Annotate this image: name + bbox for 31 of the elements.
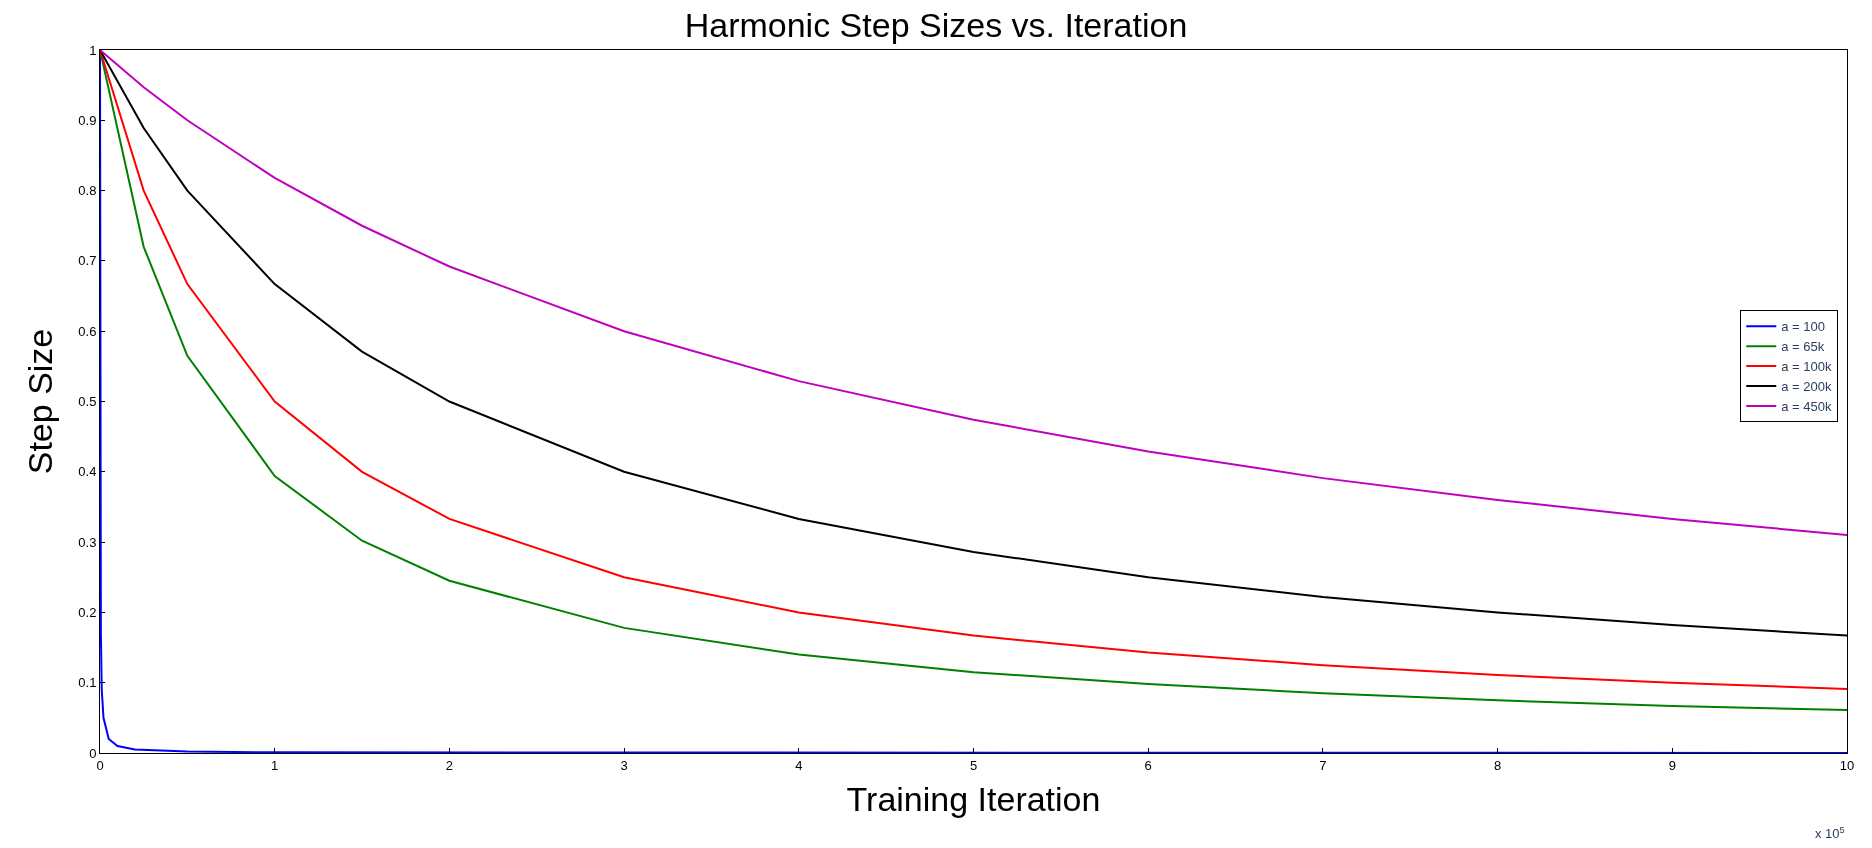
- y-tick-label: 0.9: [78, 112, 97, 128]
- x-tick-label: 9: [1668, 757, 1676, 773]
- x-tick-label: 7: [1319, 757, 1327, 773]
- y-axis-title: Step Size: [20, 328, 59, 475]
- y-tick-label: 0: [89, 745, 97, 761]
- x-tick-label: 1: [271, 757, 279, 773]
- x-tick-label: 6: [1144, 757, 1152, 773]
- line-series: [100, 50, 1847, 537]
- x-tick-label: 3: [620, 757, 628, 773]
- legend-label: a = 100k: [1781, 359, 1832, 375]
- x-tick-label: 4: [795, 757, 803, 773]
- x-tick-label: 2: [445, 757, 454, 773]
- x-tick-label: 10: [1839, 757, 1855, 773]
- y-tick-label: 0.1: [78, 675, 97, 691]
- legend-label: a = 100: [1781, 319, 1826, 335]
- legend-label: a = 200k: [1781, 379, 1832, 395]
- y-tick-label: 0.2: [78, 604, 97, 620]
- y-tick-label: 0.7: [78, 253, 97, 269]
- y-tick-label: 1: [89, 42, 97, 58]
- y-tick-label: 0.8: [78, 183, 97, 199]
- y-tick-label: 0.3: [78, 534, 97, 550]
- y-tick-label: 0.5: [78, 394, 97, 410]
- legend-label: a = 65k: [1781, 339, 1825, 355]
- x-tick-label: 5: [969, 757, 978, 773]
- y-tick-label: 0.4: [78, 464, 97, 480]
- chart-title: Harmonic Step Sizes vs. Iteration: [684, 5, 1188, 44]
- text: x 10$^{5}$: [1815, 825, 1845, 842]
- x-axis-title: Training Iteration: [846, 779, 1101, 818]
- legend-label: a = 450k: [1781, 398, 1832, 414]
- y-tick-label: 0.6: [78, 323, 97, 339]
- x-tick-label: 8: [1493, 757, 1502, 773]
